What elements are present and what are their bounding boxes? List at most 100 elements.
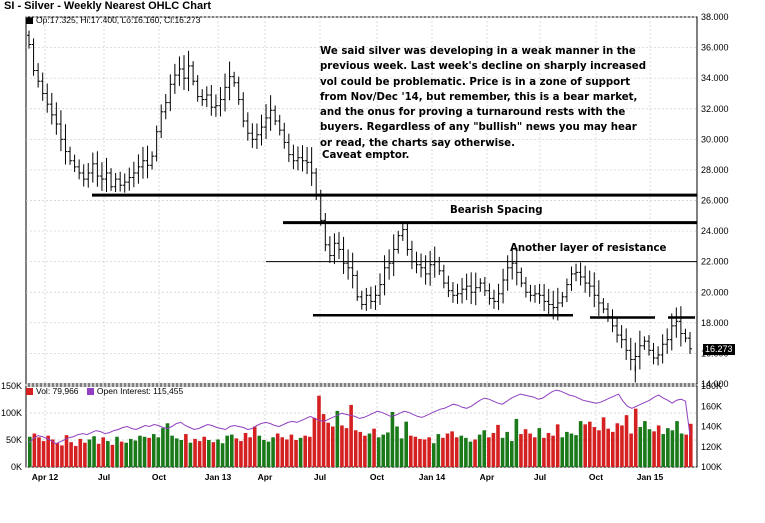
volume-bar [119, 441, 124, 467]
volume-bar [220, 443, 225, 467]
volume-bar [321, 414, 326, 467]
volume-bar [381, 434, 386, 467]
volume-y-tick-label: 100K [1, 408, 22, 418]
volume-bar [386, 432, 390, 467]
volume-bar [303, 435, 308, 467]
volume-bar [537, 428, 542, 467]
volume-bar [578, 421, 583, 467]
volume-bar [431, 443, 436, 467]
price-y-tick-label: 38.000 [701, 12, 729, 22]
volume-bar [96, 443, 101, 467]
x-tick-label: Jan 13 [205, 472, 232, 482]
volume-bar [574, 435, 578, 467]
volume-bar [528, 433, 532, 467]
volume-bar [468, 441, 473, 467]
x-tick-label: Jan 15 [637, 472, 664, 482]
annotation-bearish-spacing: Bearish Spacing [450, 205, 543, 216]
volume-bar [28, 436, 32, 467]
open-interest-y-tick-label: 160K [701, 401, 722, 411]
volume-bar [652, 431, 656, 467]
x-tick-label: Apr [258, 472, 273, 482]
volume-bar [92, 436, 96, 467]
volume-bar [349, 404, 353, 467]
volume-bar [271, 437, 275, 467]
volume-bar [363, 435, 367, 467]
price-y-tick-label: 14.000 [701, 379, 729, 389]
volume-bar [647, 429, 652, 467]
volume-bar [546, 432, 551, 467]
volume-bar [601, 417, 606, 467]
volume-bar [496, 424, 500, 467]
volume-bar [161, 428, 165, 467]
volume-bar [234, 438, 239, 467]
volume-bar [326, 422, 330, 467]
volume-bar [312, 417, 317, 467]
ohlc-legend: Op:17.325, Hi:17.400, Lo:16.160, Cl:16.2… [26, 15, 200, 25]
volume-bar [55, 443, 60, 467]
volume-y-tick-label: 50K [6, 435, 22, 445]
volume-bar [78, 438, 83, 467]
volume-bar [643, 421, 647, 467]
open-interest-line [28, 389, 691, 445]
volume-bar [404, 421, 408, 467]
volume-bar [308, 436, 312, 467]
volume-bar [583, 424, 588, 467]
volume-legend: Vol: 79,966 Open Interest: 115,455 [26, 386, 183, 396]
volume-bar [597, 430, 601, 467]
volume-bar [408, 435, 413, 467]
volume-legend-label: Vol: 79,966 [36, 386, 79, 396]
annotation-another-layer: Another layer of resistance [510, 243, 667, 254]
volume-bar [491, 432, 496, 467]
volume-bar [46, 435, 50, 467]
open-interest-y-tick-label: 100K [701, 462, 722, 472]
volume-bar [156, 437, 161, 467]
volume-bar [629, 433, 633, 467]
volume-bar [165, 423, 170, 467]
volume-bar [124, 442, 128, 467]
volume-bar [83, 442, 87, 467]
price-y-tick-label: 36.000 [701, 43, 729, 53]
volume-bar [542, 437, 546, 467]
volume-bar [675, 421, 679, 467]
volume-bar [207, 440, 211, 467]
volume-bar [473, 439, 477, 467]
volume-bar [450, 431, 454, 467]
volume-bar [436, 434, 441, 467]
price-y-tick-label: 26.000 [701, 196, 729, 206]
x-tick-label: Oct [370, 472, 384, 482]
volume-bar [523, 429, 528, 467]
open-interest-y-tick-label: 140K [701, 422, 722, 432]
volume-bar [551, 435, 555, 467]
volume-bar [32, 433, 37, 467]
volume-bar [252, 426, 257, 467]
volume-bar [376, 437, 381, 467]
volume-bar [588, 421, 592, 467]
price-y-tick-label: 28.000 [701, 165, 729, 175]
volume-bar [464, 437, 468, 467]
price-y-tick-label: 30.000 [701, 134, 729, 144]
volume-bar [64, 435, 69, 467]
chart-title: SI - Silver - Weekly Nearest OHLC Chart [4, 0, 212, 12]
volume-bar [73, 445, 78, 467]
x-tick-label: Jul [314, 472, 326, 482]
volume-bar [372, 428, 376, 467]
volume-bar [151, 434, 156, 467]
volume-bar [340, 425, 344, 467]
volume-bar [610, 431, 615, 467]
volume-bar [555, 424, 560, 467]
volume-bar [115, 436, 119, 467]
volume-bar [620, 425, 624, 467]
volume-bar [422, 439, 427, 467]
volume-bar [262, 440, 266, 467]
volume-bar [459, 435, 464, 467]
volume-bar [344, 428, 349, 467]
price-y-tick-label: 32.000 [701, 104, 729, 114]
volume-bar [418, 438, 422, 467]
volume-bar [275, 433, 280, 467]
volume-bar [41, 441, 46, 467]
x-tick-label: Jan 14 [419, 472, 446, 482]
volume-bar [285, 439, 289, 467]
volume-bar [317, 395, 321, 467]
volume-bar [666, 428, 670, 467]
volume-bar [239, 441, 243, 467]
